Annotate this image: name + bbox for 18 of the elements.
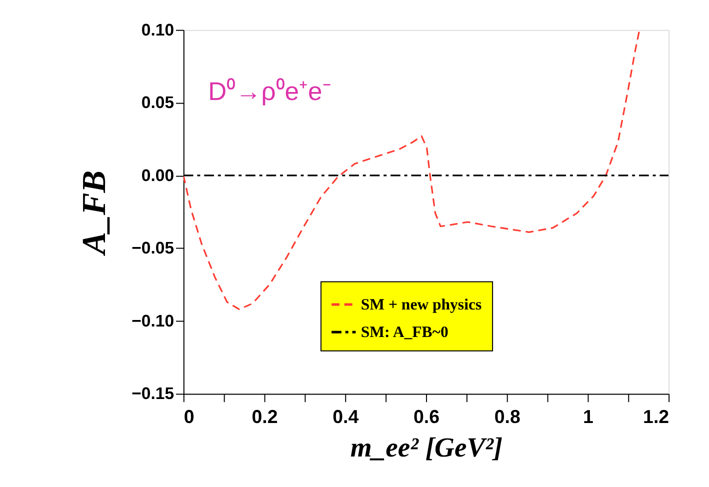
y-axis-title: A_FB bbox=[76, 170, 114, 256]
x-tick-label: 0 bbox=[184, 406, 194, 427]
x-tick-label: 0.2 bbox=[252, 406, 278, 427]
y-tick-label: 0.10 bbox=[141, 20, 174, 40]
annotation: D⁰→ρ⁰e⁺e⁻ bbox=[208, 78, 332, 106]
y-tick-label: −0.05 bbox=[132, 238, 174, 258]
x-axis-title: m_ee² [GeV²] bbox=[350, 431, 503, 462]
x-tick-label: 0.6 bbox=[413, 406, 440, 427]
x-tick-label: 0.8 bbox=[494, 406, 520, 427]
y-tick-label: −0.15 bbox=[132, 384, 174, 404]
legend-label: SM: A_FB~0 bbox=[360, 324, 448, 342]
x-tick-label: 1.2 bbox=[643, 406, 670, 427]
x-tick-label: 1 bbox=[582, 406, 594, 427]
x-tick-label: 0.4 bbox=[332, 406, 360, 427]
y-tick-label: 0.05 bbox=[141, 93, 174, 112]
legend-label: SM + new physics bbox=[360, 296, 482, 314]
y-tick-label: 0.00 bbox=[141, 166, 174, 185]
y-tick-label: −0.10 bbox=[132, 311, 174, 330]
